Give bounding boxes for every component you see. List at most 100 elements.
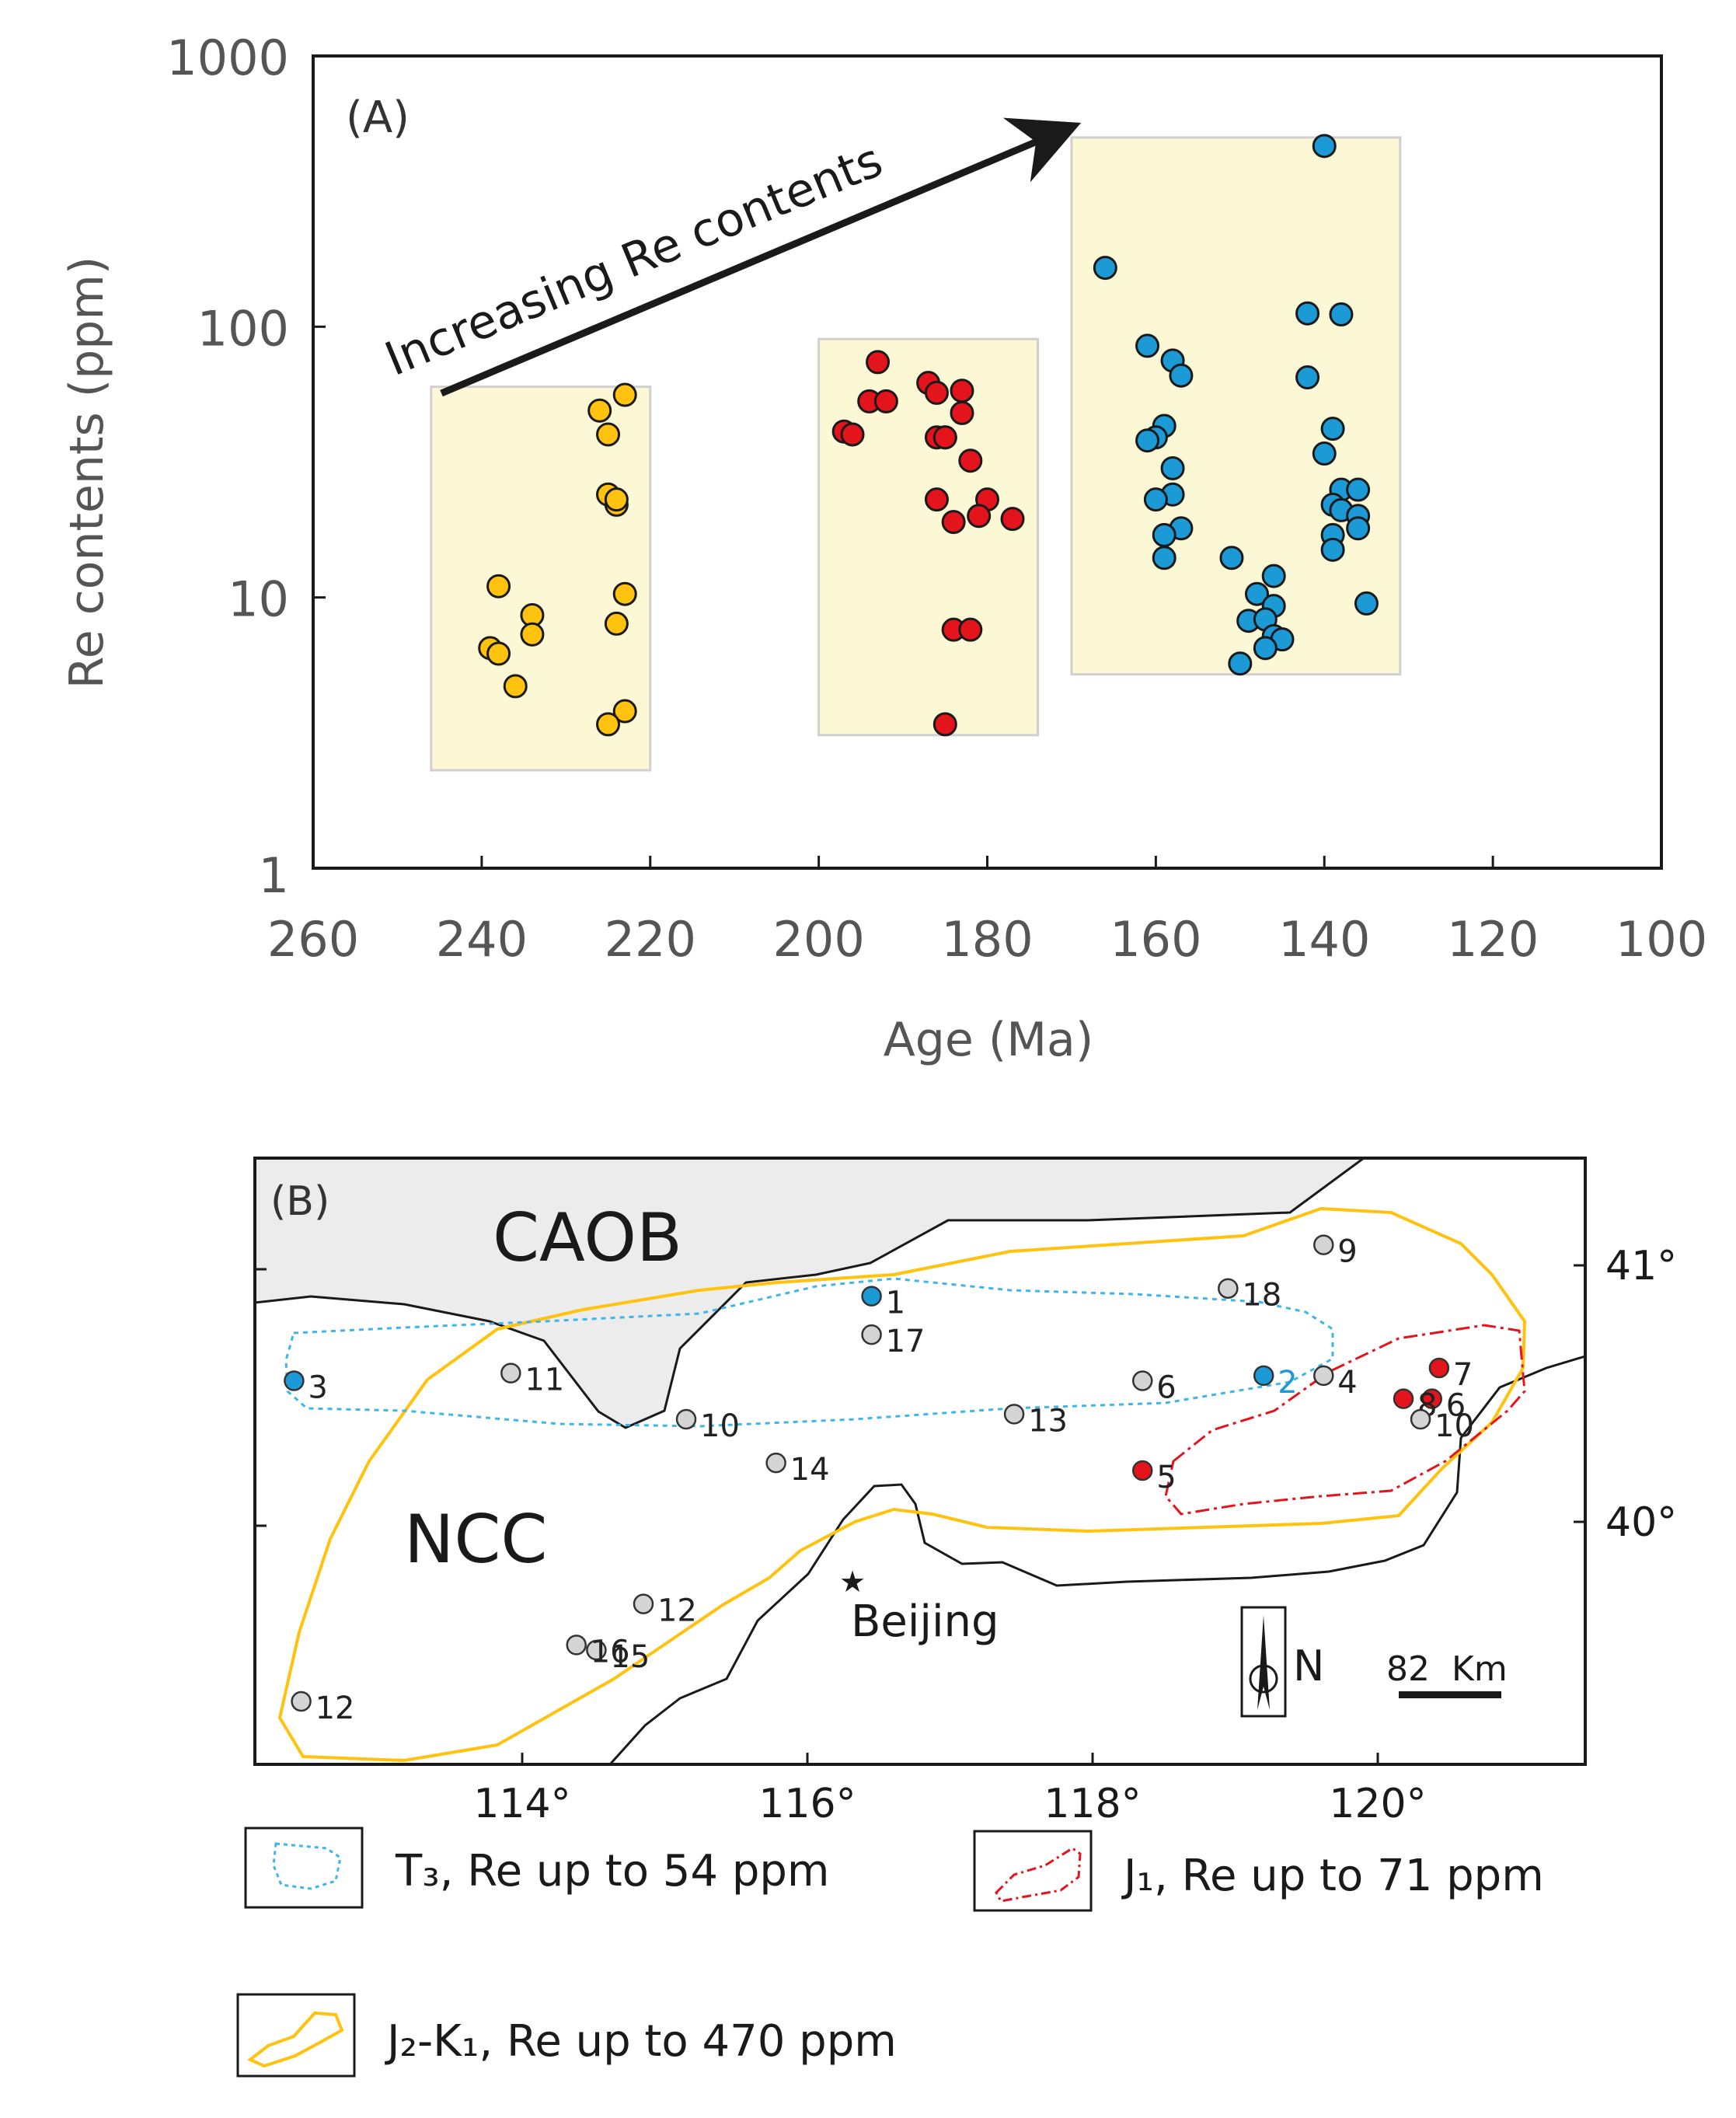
site-label: 12 [657,1593,697,1629]
x-tick-label: 180 [941,911,1033,968]
point-t3 [604,487,629,512]
site-label: 7 [1453,1357,1473,1393]
point-j2-k1 [1320,537,1345,562]
point-j2-k1 [1312,134,1337,159]
site-marker [1428,1357,1450,1379]
point-j1 [924,380,949,405]
j1-outline [1164,1324,1526,1516]
site-marker [1410,1408,1431,1430]
legend-label-j2k1: J₂-K₁, Re up to 470 ppm [385,2016,897,2067]
city-label-beijing: Beijing [851,1596,999,1647]
group-box-j2-k1 [1070,136,1402,676]
point-j2-k1 [1329,302,1354,327]
point-t3 [503,674,528,699]
map-ticks: 114° 116° 118° 120° 41° 40° [255,1243,1677,1827]
site-label: 18 [1242,1278,1281,1314]
point-t3 [587,398,612,423]
site-marker [1421,1388,1442,1409]
point-j2-k1 [1354,591,1379,616]
point-j2-k1 [1346,516,1371,541]
y-tick-label: 10 [228,571,289,628]
legend-label-j1: J₁, Re up to 71 ppm [1121,1851,1544,1901]
point-t3 [612,699,637,724]
point-j2-k1 [1093,256,1117,281]
y-tick-label: 100 [197,300,289,357]
site-label: 13 [1028,1403,1068,1439]
north-arrow-icon [1240,1606,1287,1718]
site-label: 4 [1337,1365,1357,1401]
y-axis-label: Re contents (ppm) [60,256,114,689]
caob-region [253,1157,1368,1429]
lon-tick-label: 120° [1329,1781,1426,1827]
x-tick-label: 160 [1110,911,1201,968]
lon-tick-label: 114° [473,1781,570,1827]
point-j2-k1 [1135,333,1160,358]
panel-a-scatter: 260 240 220 200 180 160 140 120 100 1 10 100 1000 In… [60,30,1707,1067]
point-j1 [958,448,983,473]
coastline [608,1355,1586,1766]
site-label: 10 [1434,1408,1474,1444]
point-j2-k1 [1135,428,1160,453]
site-label: 6 [1156,1370,1176,1406]
site-label: 12 [315,1691,355,1726]
point-j1 [967,504,992,529]
point-t3 [604,611,629,636]
site-marker [586,1639,607,1661]
y-tick-label: 1 [259,847,289,904]
site-label: 2 [1278,1365,1297,1401]
point-j2-k1 [1160,455,1185,480]
site-label: 5 [1156,1460,1176,1495]
site-marker [1131,1460,1153,1481]
j2k1-outline [277,1206,1527,1763]
trend-annotation: Increasing Re contents [378,133,890,387]
site-label: 1 [886,1286,905,1321]
site-marker [633,1593,654,1614]
point-j1 [932,425,957,450]
point-t3 [612,382,637,407]
point-j2-k1 [1169,363,1194,388]
legend-item-j1: J₁, Re up to 71 ppm [973,1830,1544,1912]
region-label-caob: CAOB [493,1199,682,1277]
point-j1 [932,712,957,737]
point-j2-k1 [1152,546,1177,570]
point-j2-k1 [1253,636,1278,661]
legend-label-t3: T₃, Re up to 54 ppm [395,1846,829,1896]
point-j2-k1 [1312,441,1337,466]
scale-label: 82 Km [1386,1649,1508,1689]
site-marker [1003,1404,1025,1425]
point-j1 [1000,507,1025,532]
group-boxes [430,136,1402,772]
point-j2-k1 [1346,477,1371,502]
point-j2-k1 [1261,564,1286,588]
site-marker [291,1691,312,1712]
site-marker [1253,1365,1274,1387]
site-label: 9 [1337,1234,1357,1270]
point-t3 [486,574,511,598]
point-j1 [866,350,891,375]
site-marker [675,1408,697,1430]
site-marker [1313,1234,1334,1255]
legend-item-t3: T₃, Re up to 54 ppm [244,1827,829,1909]
site-marker [861,1324,882,1345]
x-tick-label: 100 [1616,911,1707,968]
legend: T₃, Re up to 54 ppm J₁, Re up to 71 ppm … [236,1827,1544,2078]
lon-tick-label: 116° [758,1781,856,1827]
site-marker [500,1363,521,1384]
point-j2-k1 [1295,365,1320,390]
y-tick-label: 1000 [166,30,289,86]
x-tick-label: 200 [772,911,864,968]
point-j1 [958,617,983,642]
site-label: 11 [525,1363,564,1398]
panel-label-b: (B) [270,1178,329,1225]
x-tick-label: 220 [605,911,696,968]
point-j2-k1 [1152,522,1177,547]
scale-bar [1399,1691,1501,1698]
point-t3 [486,641,511,666]
lat-tick-label: 40° [1605,1499,1677,1546]
trend-arrow [440,117,1082,397]
site-marker [861,1286,882,1307]
site-marker [1313,1365,1334,1387]
lon-tick-label: 118° [1044,1781,1141,1827]
point-j1 [941,510,966,535]
